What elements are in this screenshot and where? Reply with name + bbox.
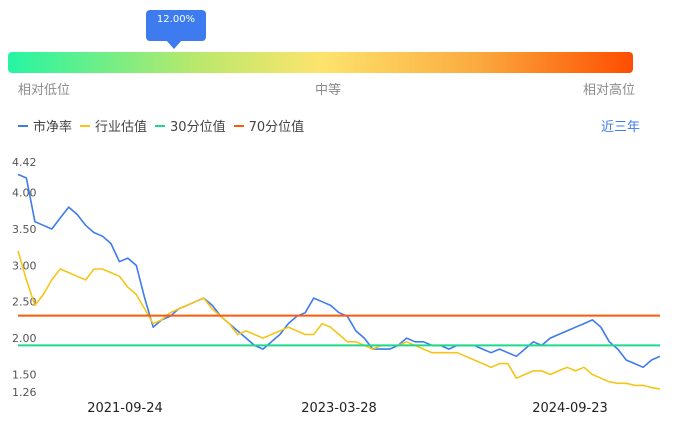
- gauge-low-label: 相对低位: [18, 83, 71, 98]
- y-tick-label: 3.00: [12, 259, 37, 272]
- y-tick-label: 2.00: [12, 332, 37, 345]
- legend-item-p70[interactable]: 70分位值: [233, 116, 305, 135]
- range-three-years-link[interactable]: 近三年: [600, 120, 640, 135]
- percentile-tooltip: 12.00%: [146, 10, 206, 49]
- y-tick-label: 4.00: [12, 187, 37, 200]
- legend-swatch-pb: [18, 124, 28, 127]
- chart-legend: 市净率 行业估值 30分位值 70分位值: [18, 116, 312, 135]
- legend-label-p70: 70分位值: [248, 120, 305, 135]
- legend-item-pb[interactable]: 市净率: [18, 116, 72, 135]
- legend-item-industry[interactable]: 行业估值: [80, 116, 147, 135]
- legend-item-p30[interactable]: 30分位值: [155, 116, 226, 135]
- gauge-high-label: 相对高位: [583, 83, 636, 98]
- legend-label-p30: 30分位值: [170, 120, 226, 135]
- legend-swatch-p70: [233, 124, 244, 127]
- y-tick-label: 1.26: [12, 386, 37, 399]
- y-tick-label: 1.50: [12, 369, 37, 382]
- x-tick-label: 2024-09-23: [532, 401, 608, 416]
- x-tick-label: 2023-03-28: [301, 401, 377, 416]
- gauge-mid-label: 中等: [315, 83, 342, 98]
- series-line-industry: [17, 250, 661, 390]
- x-tick-label: 2021-09-24: [87, 401, 163, 416]
- y-tick-label: 4.42: [12, 156, 37, 169]
- series-line-pb: [17, 173, 661, 369]
- percentile-gauge-bar: [8, 52, 633, 73]
- percentile-value: 12.00%: [156, 14, 196, 25]
- legend-label-pb: 市净率: [33, 120, 73, 135]
- legend-swatch-industry: [80, 124, 91, 127]
- valuation-line-chart: 4.42 4.00 3.50 3.00 2.50 2.00 1.50 1.26 2021-09-…: [12, 156, 661, 416]
- y-tick-label: 3.50: [12, 223, 37, 236]
- legend-swatch-p30: [155, 124, 166, 127]
- y-tick-label: 2.50: [12, 296, 37, 309]
- legend-label-industry: 行业估值: [95, 120, 148, 135]
